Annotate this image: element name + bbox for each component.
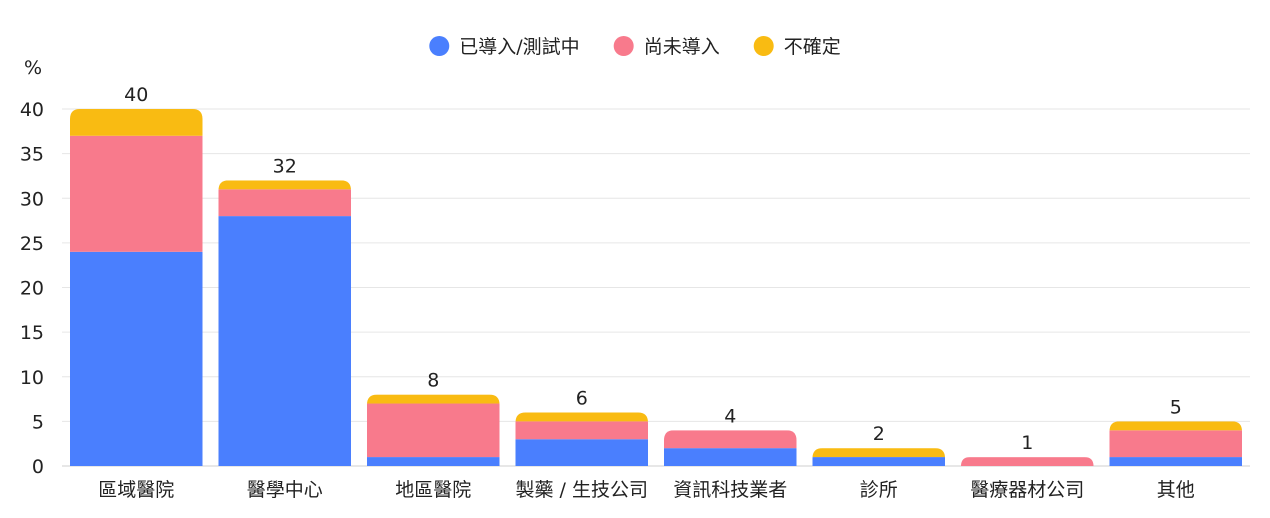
total-labels: 40 32 8 6 4 2 1 5 <box>124 84 1182 454</box>
bar-segment <box>218 216 351 466</box>
bar-group <box>218 180 351 466</box>
bars <box>70 109 1242 466</box>
y-axis-unit-label: % <box>24 57 42 79</box>
bar-total-label: 4 <box>724 405 736 427</box>
y-tick-label: 15 <box>20 322 44 344</box>
bar-group <box>367 394 500 466</box>
x-category-label: 其他 <box>1157 479 1195 501</box>
x-category-label: 醫學中心 <box>247 479 323 501</box>
legend-label: 不確定 <box>784 36 841 58</box>
legend-label: 尚未導入 <box>644 36 720 58</box>
x-category-label: 地區醫院 <box>395 479 471 501</box>
bar-segment <box>664 448 797 466</box>
bar-segment <box>367 403 500 458</box>
y-tick-label: 5 <box>32 411 44 433</box>
bar-segment <box>961 457 1094 466</box>
bar-group <box>961 457 1094 466</box>
x-category-label: 區域醫院 <box>98 479 174 501</box>
bar-group <box>515 412 648 466</box>
legend-marker <box>429 36 450 56</box>
x-category-label: 醫療器材公司 <box>970 479 1084 501</box>
bar-group <box>70 109 203 466</box>
y-tick-label: 0 <box>32 456 44 478</box>
bar-segment <box>1109 430 1242 458</box>
bar-segment <box>1109 421 1242 431</box>
legend-label: 已導入/測試中 <box>459 36 579 58</box>
y-axis-ticks: 0 5 10 15 20 25 30 35 40 <box>20 99 44 478</box>
x-category-label: 製藥 / 生技公司 <box>516 479 648 501</box>
bar-segment <box>664 430 797 449</box>
bar-segment <box>218 180 351 190</box>
bar-segment <box>515 421 648 440</box>
y-tick-label: 40 <box>20 99 44 121</box>
bar-group <box>664 430 797 466</box>
bar-segment <box>1109 457 1242 466</box>
bar-total-label: 8 <box>427 370 439 392</box>
bar-segment <box>367 457 500 466</box>
bar-group <box>812 448 945 466</box>
x-axis-categories: 區域醫院 醫學中心 地區醫院 製藥 / 生技公司 資訊科技業者 診所 醫療器材公司 其他 <box>98 479 1195 501</box>
bar-segment <box>515 439 648 466</box>
y-tick-label: 10 <box>20 367 44 389</box>
bar-segment <box>218 189 351 217</box>
bar-total-label: 6 <box>576 387 588 409</box>
legend: 已導入/測試中 尚未導入 不確定 <box>429 36 841 58</box>
legend-marker <box>613 36 634 56</box>
bar-segment <box>70 251 203 466</box>
bar-segment <box>515 412 648 422</box>
y-tick-label: 35 <box>20 144 44 166</box>
y-tick-label: 30 <box>20 188 44 210</box>
y-tick-label: 20 <box>20 278 44 300</box>
legend-marker <box>753 36 774 56</box>
x-category-label: 資訊科技業者 <box>673 479 787 501</box>
bar-total-label: 2 <box>873 423 885 445</box>
bar-segment <box>812 448 945 458</box>
x-category-label: 診所 <box>860 479 898 501</box>
bar-total-label: 1 <box>1021 432 1033 454</box>
y-tick-label: 25 <box>20 233 44 255</box>
bar-total-label: 5 <box>1170 396 1182 418</box>
bar-segment <box>367 394 500 404</box>
bar-total-label: 32 <box>273 155 297 177</box>
bar-segment <box>812 457 945 466</box>
bar-group <box>1109 421 1242 466</box>
bar-segment <box>70 109 203 136</box>
bar-segment <box>70 135 203 252</box>
bar-total-label: 40 <box>124 84 148 106</box>
